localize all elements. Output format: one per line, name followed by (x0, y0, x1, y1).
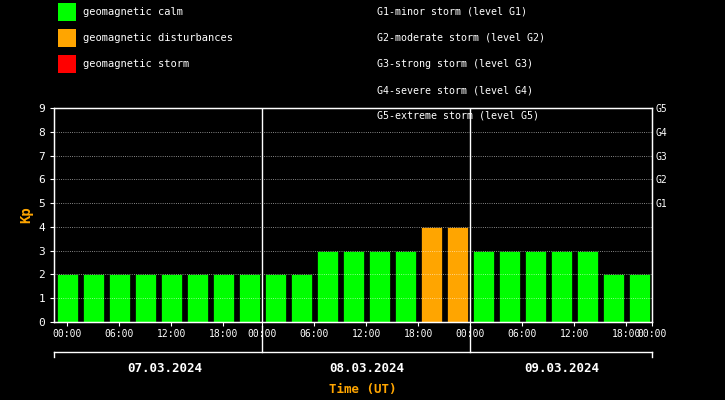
Bar (447, 227, 468, 322)
Bar (551, 251, 572, 322)
Bar (57, 274, 78, 322)
Text: geomagnetic calm: geomagnetic calm (83, 7, 183, 17)
Text: 09.03.2024: 09.03.2024 (524, 362, 599, 375)
Bar (291, 274, 312, 322)
Text: G1-minor storm (level G1): G1-minor storm (level G1) (377, 7, 527, 17)
Bar (499, 251, 520, 322)
Bar (420, 227, 442, 322)
Text: geomagnetic disturbances: geomagnetic disturbances (83, 33, 233, 43)
Bar (187, 274, 208, 322)
Bar (83, 274, 104, 322)
Bar (473, 251, 494, 322)
Bar (265, 274, 286, 322)
Bar (109, 274, 130, 322)
Bar (239, 274, 260, 322)
Text: G4-severe storm (level G4): G4-severe storm (level G4) (377, 85, 533, 95)
Y-axis label: Kp: Kp (19, 207, 33, 223)
Bar (577, 251, 598, 322)
Bar (212, 274, 234, 322)
Bar (369, 251, 390, 322)
Bar (629, 274, 650, 322)
Bar (135, 274, 156, 322)
Text: Time (UT): Time (UT) (328, 383, 397, 396)
Bar (525, 251, 546, 322)
Text: 08.03.2024: 08.03.2024 (329, 362, 404, 375)
Text: G3-strong storm (level G3): G3-strong storm (level G3) (377, 59, 533, 69)
Bar (317, 251, 338, 322)
Text: 07.03.2024: 07.03.2024 (128, 362, 202, 375)
Text: G5-extreme storm (level G5): G5-extreme storm (level G5) (377, 111, 539, 121)
Bar (395, 251, 416, 322)
Bar (602, 274, 624, 322)
Bar (161, 274, 182, 322)
Bar (343, 251, 364, 322)
Text: G2-moderate storm (level G2): G2-moderate storm (level G2) (377, 33, 545, 43)
Text: geomagnetic storm: geomagnetic storm (83, 59, 190, 69)
